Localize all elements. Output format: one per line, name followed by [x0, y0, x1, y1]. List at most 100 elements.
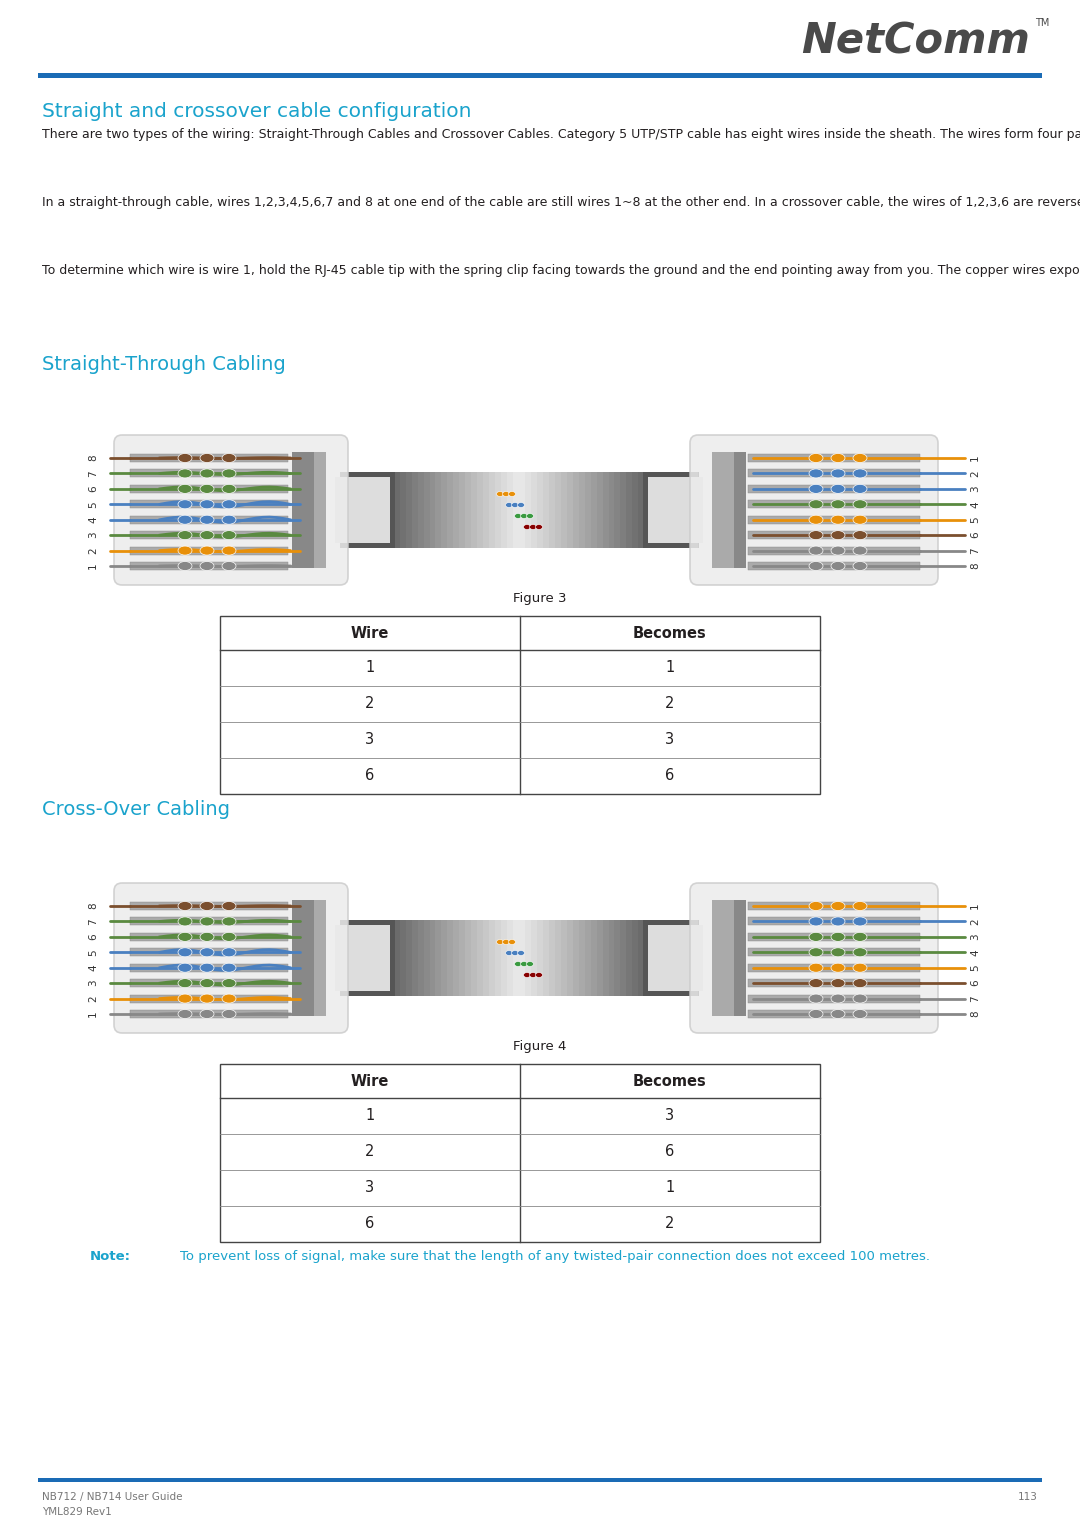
Ellipse shape: [178, 484, 192, 493]
Ellipse shape: [509, 492, 515, 496]
Bar: [584, 921, 592, 996]
Ellipse shape: [831, 948, 845, 958]
Ellipse shape: [809, 901, 823, 910]
Ellipse shape: [505, 502, 513, 507]
Text: TM: TM: [1035, 18, 1050, 28]
Ellipse shape: [831, 918, 845, 925]
Bar: [662, 921, 670, 996]
Bar: [555, 921, 562, 996]
Bar: [406, 921, 413, 996]
Ellipse shape: [831, 545, 845, 555]
Ellipse shape: [831, 484, 845, 493]
Ellipse shape: [502, 939, 510, 944]
Ellipse shape: [222, 499, 237, 509]
Text: 1: 1: [365, 660, 375, 676]
Bar: [648, 925, 703, 991]
Text: 6: 6: [87, 486, 98, 492]
Text: 5: 5: [87, 501, 98, 507]
Text: 7: 7: [970, 547, 980, 555]
Bar: [495, 472, 502, 548]
Bar: [513, 472, 519, 548]
Ellipse shape: [853, 964, 867, 973]
Ellipse shape: [809, 1010, 823, 1019]
Bar: [579, 472, 585, 548]
Text: 4: 4: [87, 516, 98, 522]
Bar: [130, 469, 288, 478]
Bar: [549, 921, 556, 996]
Bar: [620, 921, 627, 996]
Text: Becomes: Becomes: [633, 1074, 707, 1089]
FancyBboxPatch shape: [690, 882, 939, 1033]
Text: 1: 1: [665, 1181, 675, 1195]
Ellipse shape: [222, 562, 237, 570]
Ellipse shape: [200, 994, 214, 1003]
Bar: [352, 472, 359, 548]
Ellipse shape: [517, 502, 525, 507]
Bar: [430, 472, 436, 548]
Ellipse shape: [831, 469, 845, 478]
Bar: [369, 472, 377, 548]
Ellipse shape: [222, 469, 237, 478]
Text: 2: 2: [87, 996, 98, 1002]
Text: 7: 7: [970, 996, 980, 1002]
Ellipse shape: [527, 513, 534, 518]
Bar: [435, 921, 443, 996]
Text: 5: 5: [970, 516, 980, 522]
Bar: [130, 964, 288, 971]
Bar: [376, 472, 382, 548]
Ellipse shape: [505, 950, 513, 956]
Text: YML829 Rev1: YML829 Rev1: [42, 1507, 111, 1517]
Bar: [643, 921, 698, 996]
Bar: [748, 469, 920, 478]
Text: 1: 1: [87, 562, 98, 570]
Ellipse shape: [831, 933, 845, 941]
Ellipse shape: [178, 1010, 192, 1019]
Ellipse shape: [222, 545, 237, 555]
Text: 3: 3: [87, 980, 98, 987]
Text: Figure 4: Figure 4: [513, 1040, 567, 1052]
Text: Cross-Over Cabling: Cross-Over Cabling: [42, 800, 230, 820]
Bar: [579, 921, 585, 996]
Ellipse shape: [178, 499, 192, 509]
Ellipse shape: [512, 950, 518, 956]
Bar: [340, 921, 347, 996]
Bar: [669, 921, 675, 996]
Bar: [489, 921, 496, 996]
Bar: [430, 921, 436, 996]
Bar: [357, 921, 365, 996]
Ellipse shape: [529, 524, 537, 530]
Bar: [531, 472, 538, 548]
Bar: [406, 472, 413, 548]
Ellipse shape: [853, 933, 867, 941]
FancyBboxPatch shape: [690, 435, 939, 585]
Text: 5: 5: [970, 965, 980, 971]
Ellipse shape: [853, 948, 867, 958]
Bar: [549, 472, 556, 548]
Bar: [620, 472, 627, 548]
Ellipse shape: [809, 994, 823, 1003]
Text: In a straight-through cable, wires 1,2,3,4,5,6,7 and 8 at one end of the cable a: In a straight-through cable, wires 1,2,3…: [42, 196, 1080, 208]
Ellipse shape: [200, 948, 214, 958]
Ellipse shape: [831, 901, 845, 910]
Bar: [748, 994, 920, 1002]
Text: There are two types of the wiring: Straight-Through Cables and Crossover Cables.: There are two types of the wiring: Strai…: [42, 129, 1080, 141]
Bar: [130, 516, 288, 524]
Bar: [130, 484, 288, 493]
Text: 6: 6: [87, 933, 98, 941]
Ellipse shape: [178, 469, 192, 478]
Bar: [454, 921, 460, 996]
Ellipse shape: [853, 901, 867, 910]
Text: 1: 1: [665, 660, 675, 676]
Text: To prevent loss of signal, make sure that the length of any twisted-pair connect: To prevent loss of signal, make sure tha…: [180, 1250, 930, 1262]
Ellipse shape: [524, 524, 530, 530]
Bar: [748, 948, 920, 956]
Ellipse shape: [178, 994, 192, 1003]
Text: 8: 8: [87, 902, 98, 910]
Text: 2: 2: [970, 470, 980, 476]
Bar: [340, 472, 395, 548]
Ellipse shape: [853, 530, 867, 539]
Ellipse shape: [853, 545, 867, 555]
Ellipse shape: [200, 933, 214, 941]
Bar: [381, 472, 389, 548]
Bar: [626, 472, 633, 548]
